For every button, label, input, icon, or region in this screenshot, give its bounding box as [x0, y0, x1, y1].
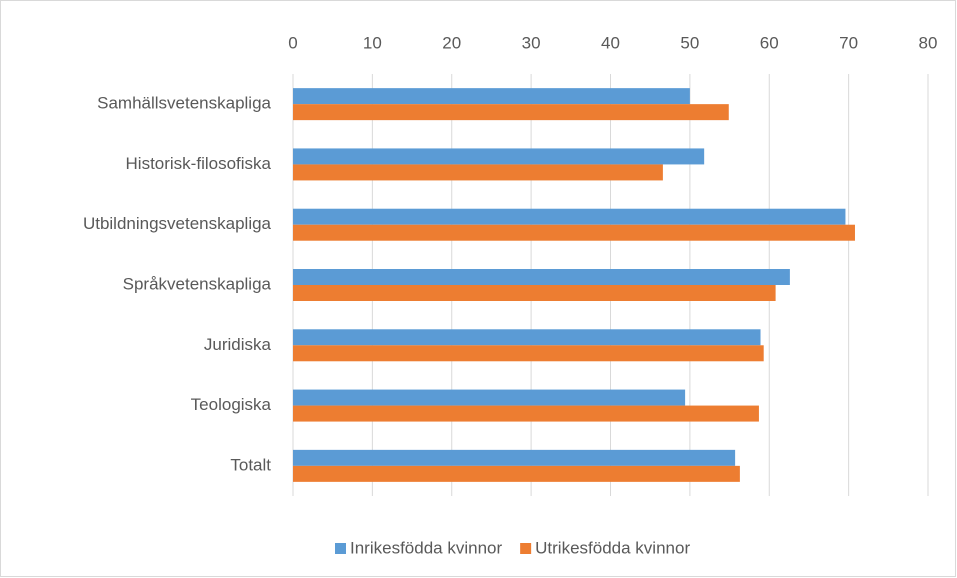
bar — [293, 449, 736, 466]
legend-label: Utrikesfödda kvinnor — [535, 538, 690, 557]
bar — [293, 389, 686, 406]
legend-swatch — [520, 543, 532, 554]
x-tick-label: 50 — [680, 33, 699, 52]
bar — [293, 164, 663, 181]
y-tick-label: Teologiska — [191, 395, 272, 414]
bar — [293, 345, 764, 362]
bar — [293, 208, 846, 225]
bar — [293, 465, 740, 482]
y-tick-label: Språkvetenskapliga — [123, 274, 272, 293]
x-tick-label: 20 — [442, 33, 461, 52]
bar — [293, 104, 729, 121]
y-tick-label: Totalt — [230, 455, 271, 474]
legend-swatch — [335, 543, 346, 554]
x-tick-label: 70 — [839, 33, 858, 52]
bar — [293, 88, 690, 105]
bar — [293, 405, 759, 422]
y-tick-label: Utbildningsvetenskapliga — [83, 214, 272, 233]
legend-label: Inrikesfödda kvinnor — [350, 538, 502, 557]
y-tick-label: Historisk-filosofiska — [126, 154, 272, 173]
x-tick-label: 30 — [522, 33, 541, 52]
y-tick-label: Samhällsvetenskapliga — [97, 94, 271, 113]
bar — [293, 269, 790, 285]
x-tick-label: 80 — [919, 33, 938, 52]
bar — [293, 285, 776, 301]
x-tick-label: 10 — [363, 33, 382, 52]
x-tick-label: 60 — [760, 33, 779, 52]
bar — [293, 224, 855, 241]
x-tick-label: 40 — [601, 33, 620, 52]
y-tick-label: Juridiska — [204, 335, 272, 354]
x-tick-label: 0 — [288, 33, 297, 52]
bar — [293, 148, 705, 165]
bar — [293, 329, 761, 346]
